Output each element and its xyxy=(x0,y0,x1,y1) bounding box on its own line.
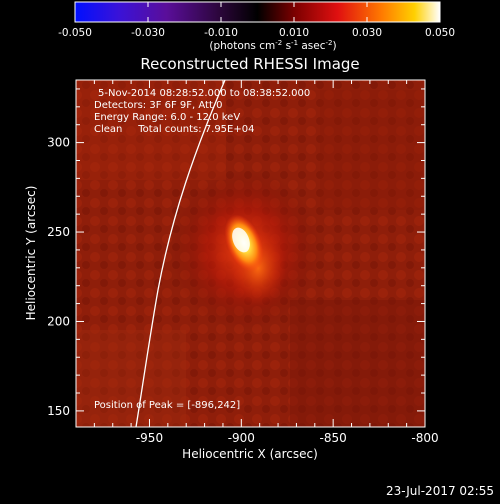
rhessi-image xyxy=(76,80,425,427)
axis-ticks: -950 -900 -850 -800 150 200 250 300 xyxy=(47,80,439,445)
colorbar-tick-label: -0.030 xyxy=(131,27,165,39)
colorbar-tick-label: -0.050 xyxy=(58,27,92,39)
x-axis-label: Heliocentric X (arcsec) xyxy=(182,447,318,461)
info-detectors: Detectors: 3F 6F 9F, Att 0 xyxy=(94,100,222,111)
plot-frame xyxy=(75,79,426,428)
peak-position-label: Position of Peak = [-896,242] xyxy=(94,400,240,411)
colorbar-tick-label: -0.010 xyxy=(204,27,238,39)
image-title: Reconstructed RHESSI Image xyxy=(140,55,359,73)
observation-info: 5-Nov-2014 08:28:52.000 to 08:38:52.000 … xyxy=(94,88,310,135)
colorbar xyxy=(74,1,441,23)
colorbar-tick-label: 0.010 xyxy=(279,27,309,39)
y-axis-label: Heliocentric Y (arcsec) xyxy=(24,186,38,321)
x-tick-label: -950 xyxy=(136,431,163,445)
timestamp: 23-Jul-2017 02:55 xyxy=(386,484,494,498)
colorbar-ticks: -0.050 -0.030 -0.010 0.010 0.030 0.050 xyxy=(58,2,455,39)
colorbar-tick-label: 0.050 xyxy=(425,27,455,39)
colorbar-tick-label: 0.030 xyxy=(352,27,382,39)
colorbar-unit-label: (photons cm-2 s-1 asec-2) xyxy=(209,39,336,52)
info-energy-range: Energy Range: 6.0 - 12.0 keV xyxy=(94,112,240,123)
info-clean-counts: Clean Total counts: 7.95E+04 xyxy=(94,124,254,135)
y-tick-label: 200 xyxy=(47,314,70,328)
y-tick-label: 250 xyxy=(47,225,70,239)
solar-limb xyxy=(135,80,226,427)
x-tick-label: -800 xyxy=(411,431,438,445)
x-tick-label: -900 xyxy=(228,431,255,445)
info-time-range: 5-Nov-2014 08:28:52.000 to 08:38:52.000 xyxy=(98,88,310,99)
x-tick-label: -850 xyxy=(320,431,347,445)
y-tick-label: 150 xyxy=(47,404,70,418)
y-tick-label: 300 xyxy=(47,136,70,150)
